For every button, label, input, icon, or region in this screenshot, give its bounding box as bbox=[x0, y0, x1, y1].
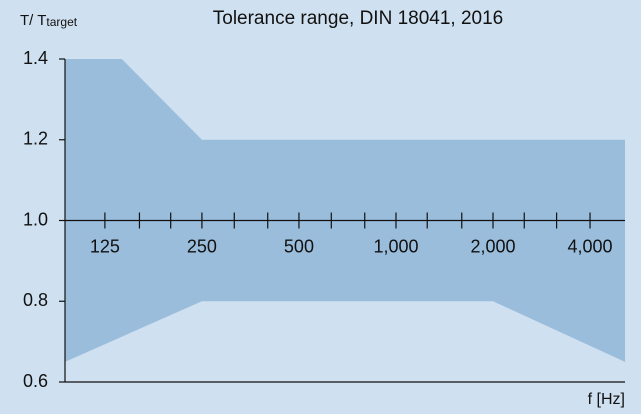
y-tick-label: 0.6 bbox=[23, 371, 48, 391]
x-tick-label: 1,000 bbox=[373, 236, 418, 256]
y-axis-label-sub: target bbox=[46, 15, 77, 29]
x-tick-label: 2,000 bbox=[470, 236, 515, 256]
chart-title: Tolerance range, DIN 18041, 2016 bbox=[213, 8, 503, 29]
y-axis-label: T/ Ttarget bbox=[20, 12, 78, 29]
y-tick-label: 1.0 bbox=[23, 209, 48, 229]
y-tick-label: 1.4 bbox=[23, 48, 48, 68]
y-axis-label-main: T/ T bbox=[20, 12, 46, 29]
x-tick-label: 250 bbox=[187, 236, 217, 256]
tolerance-band bbox=[65, 59, 625, 362]
x-axis-label: f [Hz] bbox=[588, 391, 625, 408]
y-tick-label: 0.8 bbox=[23, 290, 48, 310]
x-tick-label: 500 bbox=[284, 236, 314, 256]
x-tick-label: 125 bbox=[90, 236, 120, 256]
y-tick-label: 1.2 bbox=[23, 129, 48, 149]
x-tick-label: 4,000 bbox=[568, 236, 613, 256]
